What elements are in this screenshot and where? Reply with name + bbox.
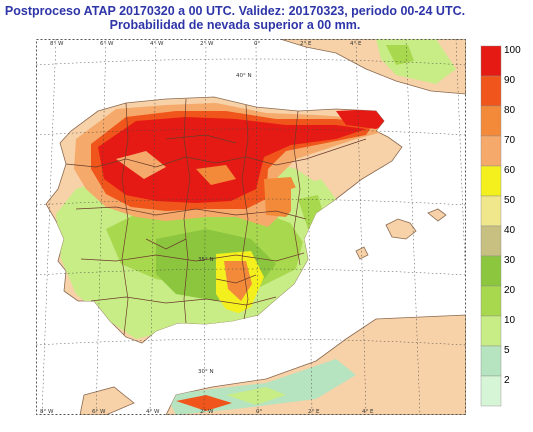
lon-label-top-1: 6° W [100, 41, 114, 47]
legend-label-2: 2 [504, 375, 510, 386]
legend-swatch-90 [480, 75, 502, 107]
map-title-line-1: Postproceso ATAP 20170320 a 00 UTC. Vali… [4, 4, 466, 18]
lat-label-35n: 35° N [198, 257, 214, 263]
probability-field [56, 39, 456, 415]
graticule [36, 39, 466, 415]
lon-label-top-0: 8° W [50, 41, 64, 47]
legend-label-90: 90 [504, 75, 516, 86]
legend-swatch-80 [480, 105, 502, 137]
lat-label-40n: 40° N [236, 73, 252, 79]
map-frame [36, 39, 466, 415]
lon-label-bottom-6: 4° E [362, 409, 374, 415]
legend-label-10: 10 [504, 315, 516, 326]
lon-label-bottom-4: 0° [256, 409, 262, 415]
legend-label-5: 5 [504, 345, 510, 356]
legend-label-20: 20 [504, 285, 516, 296]
legend-swatch-60 [480, 165, 502, 197]
lon-label-top-4: 0° [254, 41, 260, 47]
lon-label-top-2: 4° W [150, 41, 164, 47]
lon-label-bottom-5: 2° E [308, 409, 320, 415]
legend-swatch-50 [480, 195, 502, 227]
legend-swatch-70 [480, 135, 502, 167]
legend-swatch-10 [480, 315, 502, 347]
lon-label-top-3: 2° W [200, 41, 214, 47]
legend-label-50: 50 [504, 195, 516, 206]
lon-label-top-6: 4° E [350, 41, 362, 47]
map-title-line-2: Probabilidad de nevada superior a 00 mm. [109, 18, 361, 32]
legend-label-100: 100 [504, 45, 521, 56]
legend-label-70: 70 [504, 135, 516, 146]
legend-label-30: 30 [504, 255, 516, 266]
legend-swatch-5 [480, 345, 502, 377]
legend-label-40: 40 [504, 225, 516, 236]
lon-label-bottom-1: 6° W [92, 409, 106, 415]
legend-swatch-100 [480, 45, 502, 77]
lat-label-30n: 30° N [198, 369, 214, 375]
legend-swatch-20 [480, 285, 502, 317]
region-borders [65, 98, 367, 336]
legend-swatch-40 [480, 225, 502, 257]
legend-label-80: 80 [504, 105, 516, 116]
legend-swatch-2 [480, 375, 502, 407]
canary-coast-fragment [79, 386, 135, 415]
lon-label-bottom-2: 4° W [146, 409, 160, 415]
lon-label-bottom-3: 2° W [200, 409, 214, 415]
legend-label-60: 60 [504, 165, 516, 176]
legend-swatch-30 [480, 255, 502, 287]
lon-label-bottom-0: 8° W [40, 409, 54, 415]
snow-probability-map: 40° N 35° N 30° N 8° W 6° W 4° W 2° W 0°… [36, 39, 466, 415]
lon-label-top-5: 2° E [300, 41, 312, 47]
color-legend: 100 90 80 70 60 50 40 30 20 10 5 2 [480, 45, 521, 407]
